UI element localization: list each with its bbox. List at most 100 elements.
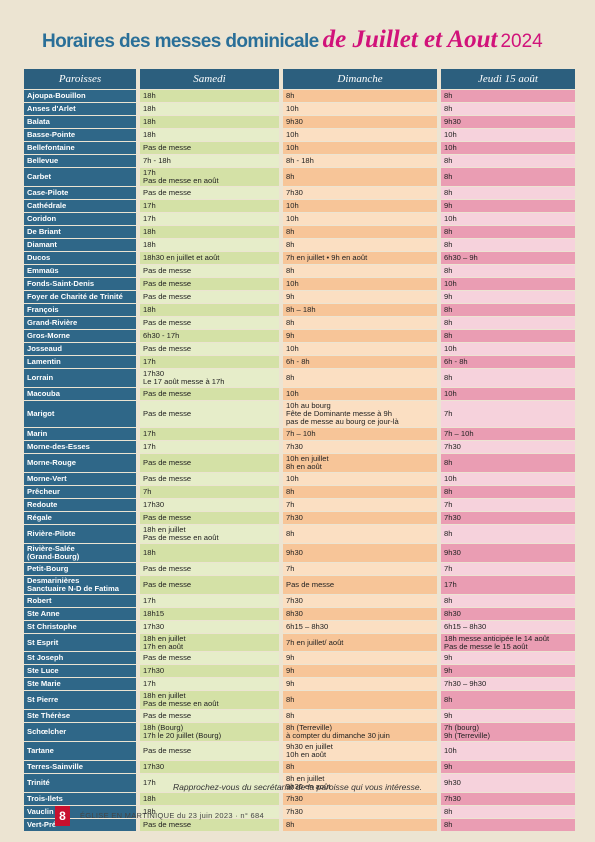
parish-name: Rivière-Salée (Grand-Bourg) (24, 543, 136, 562)
mass-time: Pas de messe (140, 142, 279, 154)
mass-time: 17h30 Le 17 août messe à 17h (140, 368, 279, 387)
table-row: Régale Pas de messe 7h30 7h30 (24, 511, 575, 524)
mass-time: Pas de messe (140, 453, 279, 472)
mass-time: 17h (140, 678, 279, 691)
parish-name: St Christophe (24, 620, 136, 633)
mass-time: Pas de messe (140, 316, 279, 329)
note: Rapprochez-vous du secrétariat de la par… (173, 782, 422, 792)
table-row: Fonds-Saint-Denis Pas de messe 10h 10h (24, 277, 575, 290)
mass-time: 10h (283, 212, 437, 225)
mass-time: 17h (140, 440, 279, 453)
table-row: Rivière-Pilote 18h en juillet Pas de mess… (24, 524, 575, 543)
table-row: Vauclin 18h 7h30 8h (24, 806, 575, 819)
mass-time: 8h (441, 594, 575, 607)
mass-time: 7h30 (283, 440, 437, 453)
table-row: Coridon 17h 10h 10h (24, 212, 575, 225)
table-row: Ste Thérèse Pas de messe 8h 9h (24, 710, 575, 723)
mass-time: 9h (441, 652, 575, 665)
mass-time: 7h30 (283, 793, 437, 806)
table-row: Josseaud Pas de messe 10h 10h (24, 342, 575, 355)
table-row: Gros-Morne 6h30 - 17h 9h 8h (24, 329, 575, 342)
mass-time: 7h30 (283, 186, 437, 199)
mass-time: 17h30 (140, 498, 279, 511)
parish-name: Case-Pilote (24, 186, 136, 199)
parish-name: Ajoupa-Bouillon (24, 90, 136, 102)
mass-time: 18h en juillet 17h en août (140, 633, 279, 652)
parish-name: Bellevue (24, 155, 136, 167)
mass-time: 9h (283, 652, 437, 665)
parish-name: Ste Marie (24, 678, 136, 691)
mass-time: 10h (441, 277, 575, 290)
mass-time: 8h en juillet 9h30 en août (283, 774, 437, 793)
parish-name: Coridon (24, 212, 136, 225)
mass-time: Pas de messe (140, 290, 279, 303)
table-row: Trinité 17h 8h en juillet 9h30 en août 9h30 (24, 774, 575, 793)
mass-time: 7h (283, 562, 437, 575)
mass-time: 7h (283, 498, 437, 511)
mass-time: Pas de messe (140, 472, 279, 485)
mass-time: 10h au bourg Fête de Dominante messe à 9… (283, 400, 437, 427)
parish-name: Tartane (24, 742, 136, 761)
mass-time: 18h (140, 90, 279, 102)
mass-time: 18h (140, 303, 279, 316)
mass-time: 18h (140, 225, 279, 238)
mass-time: 18h (140, 806, 279, 819)
column-header: Jeudi 15 août (441, 69, 575, 89)
parish-name: Trois-Ilets (24, 793, 136, 806)
title-year: 2024 (500, 31, 543, 52)
mass-time: 10h (441, 472, 575, 485)
mass-time: 8h (441, 524, 575, 543)
parish-name: Balata (24, 116, 136, 128)
mass-time: Pas de messe (140, 277, 279, 290)
mass-time: 8h (283, 691, 437, 710)
mass-time: 8h (Terreville) à compter du dimanche 30… (283, 723, 437, 742)
mass-time: 8h (283, 238, 437, 251)
mass-time: Pas de messe (140, 400, 279, 427)
schedule-table: Paroisses Samedi Dimanche Jeudi 15 août Ajo… (20, 68, 579, 832)
mass-time: 8h (441, 806, 575, 819)
parish-name: Vert-Pré (24, 819, 136, 832)
mass-time: 9h (441, 710, 575, 723)
parish-name: St Pierre (24, 691, 136, 710)
parish-name: Basse-Pointe (24, 129, 136, 141)
mass-time: 7h30 (283, 594, 437, 607)
mass-time: Pas de messe (140, 387, 279, 400)
mass-time: 6h15 – 8h30 (441, 620, 575, 633)
mass-time: 8h30 (441, 607, 575, 620)
parish-name: Ste Thérèse (24, 710, 136, 723)
mass-time: 8h (283, 485, 437, 498)
table-row: Emmaüs Pas de messe 8h 8h (24, 264, 575, 277)
table-row: Petit-Bourg Pas de messe 7h 7h (24, 562, 575, 575)
mass-time: 9h (283, 678, 437, 691)
mass-time: 7h (441, 498, 575, 511)
mass-time: 9h30 (441, 116, 575, 128)
mass-time: 17h30 (140, 665, 279, 678)
mass-time: Pas de messe (140, 742, 279, 761)
mass-time: 10h (283, 103, 437, 115)
mass-time: 7h – 10h (441, 427, 575, 440)
mass-time: 8h30 (283, 607, 437, 620)
mass-time: 6h - 8h (441, 355, 575, 368)
mass-time: 8h (441, 155, 575, 167)
mass-time: 8h (441, 485, 575, 498)
mass-time: 9h (283, 665, 437, 678)
table-row: Morne-des-Esses 17h 7h30 7h30 (24, 440, 575, 453)
parish-name: Morne-Rouge (24, 453, 136, 472)
table-row: Marin 17h 7h – 10h 7h – 10h (24, 427, 575, 440)
mass-time: 17h (140, 355, 279, 368)
parish-name: Anses d'Arlet (24, 103, 136, 115)
table-row: Marigot Pas de messe 10h au bourg Fête de … (24, 400, 575, 427)
mass-time: 8h – 18h (283, 303, 437, 316)
parish-name: François (24, 303, 136, 316)
mass-time: 8h (283, 316, 437, 329)
table-row: De Briant 18h 8h 8h (24, 225, 575, 238)
parish-name: Petit-Bourg (24, 562, 136, 575)
mass-time: 18h15 (140, 607, 279, 620)
table-row: Ajoupa-Bouillon 18h 8h 8h (24, 90, 575, 102)
mass-time: 8h (441, 453, 575, 472)
mass-time: 9h (441, 665, 575, 678)
mass-time: 8h (441, 168, 575, 186)
mass-time: 7h – 10h (283, 427, 437, 440)
table-row: Trois-Ilets 18h 7h30 7h30 (24, 793, 575, 806)
mass-time: 8h (441, 691, 575, 710)
